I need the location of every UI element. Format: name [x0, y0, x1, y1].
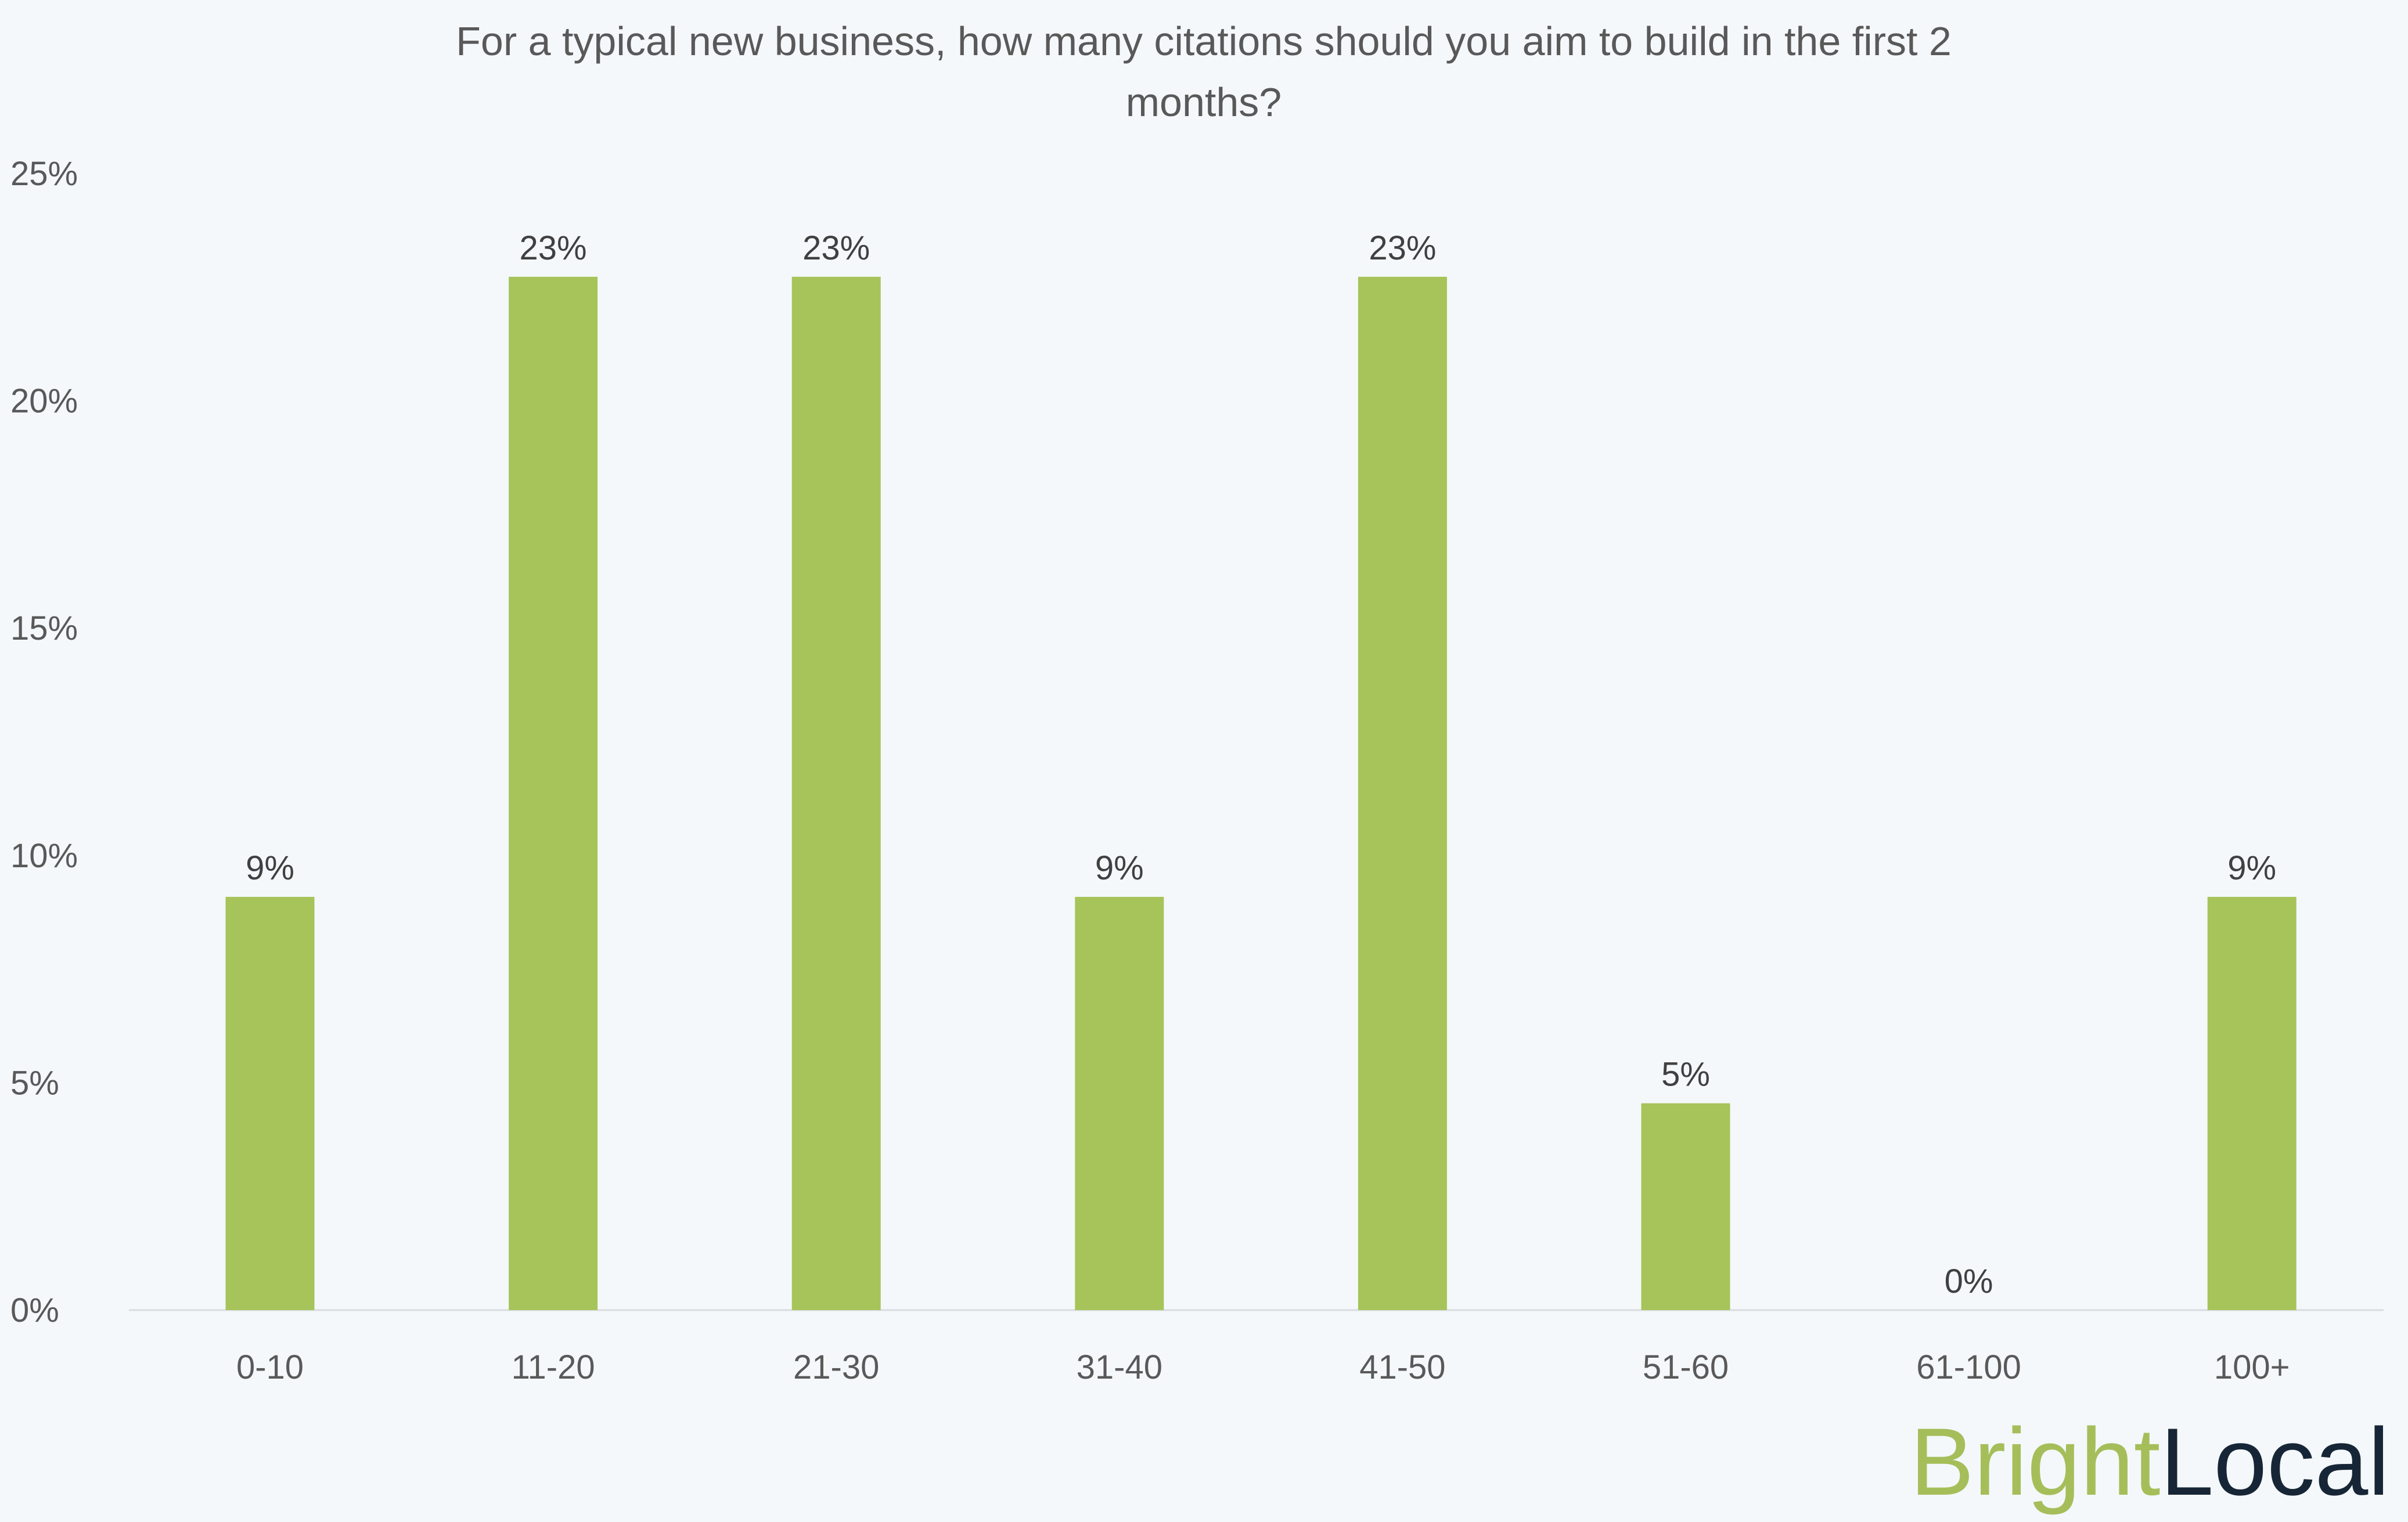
data-label: 23% — [1369, 229, 1436, 267]
y-tick-label: 15% — [10, 609, 78, 647]
y-tick-label: 25% — [10, 155, 78, 193]
y-tick-label: 0% — [10, 1292, 59, 1329]
x-tick-label: 41-50 — [1359, 1348, 1445, 1386]
data-label: 5% — [1661, 1056, 1710, 1094]
bar-100+ — [2207, 897, 2297, 1310]
brightlocal-logo: BrightLocal — [1910, 1408, 2389, 1515]
bar-41-50 — [1358, 276, 1447, 1311]
bar-21-30 — [791, 276, 881, 1311]
x-tick-label: 31-40 — [1077, 1348, 1162, 1386]
data-label: 9% — [1095, 849, 1144, 887]
x-tick-label: 100+ — [2214, 1348, 2290, 1386]
data-label: 0% — [1945, 1263, 1993, 1300]
logo-bright: Bright — [1910, 1408, 2161, 1515]
data-label: 23% — [802, 229, 870, 267]
bar-31-40 — [1075, 897, 1164, 1310]
bar-0-10 — [225, 897, 315, 1310]
bar-51-60 — [1641, 1103, 1730, 1310]
x-tick-label: 11-20 — [512, 1348, 595, 1386]
x-tick-label: 0-10 — [236, 1348, 304, 1386]
logo-local: Local — [2161, 1408, 2389, 1515]
x-tick-label: 51-60 — [1643, 1348, 1729, 1386]
data-label: 9% — [246, 849, 294, 887]
data-label: 23% — [520, 229, 587, 267]
x-tick-label: 21-30 — [793, 1348, 879, 1386]
chart-title-line-2: months? — [1126, 80, 1282, 125]
y-tick-label: 5% — [10, 1064, 59, 1102]
x-tick-label: 61-100 — [1916, 1348, 2021, 1386]
y-tick-label: 10% — [10, 837, 78, 875]
chart-title-line-1: For a typical new business, how many cit… — [456, 19, 1952, 64]
y-tick-label: 20% — [10, 383, 78, 420]
data-label: 9% — [2227, 849, 2276, 887]
bar-11-20 — [509, 276, 598, 1311]
